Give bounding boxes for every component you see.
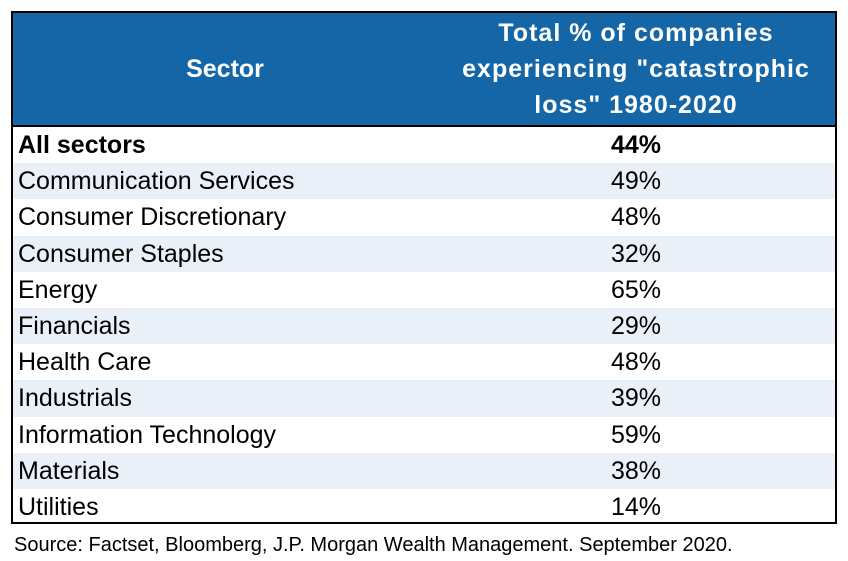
- percent-cell: 32%: [610, 239, 662, 268]
- sector-cell: Financials: [18, 311, 131, 340]
- table-header: Sector Total % of companies experiencing…: [13, 13, 835, 127]
- sector-cell: Energy: [18, 275, 98, 304]
- percent-cell: 48%: [610, 348, 662, 377]
- sector-cell: Materials: [18, 456, 120, 485]
- sector-cell: Health Care: [18, 348, 152, 377]
- table-row: Utilities 14%: [13, 489, 835, 525]
- source-note: Source: Factset, Bloomberg, J.P. Morgan …: [14, 534, 733, 556]
- table-row: Information Technology 59%: [13, 417, 835, 453]
- table-row: Health Care 48%: [13, 344, 835, 380]
- sector-loss-table: Sector Total % of companies experiencing…: [11, 11, 837, 524]
- table-row: Industrials 39%: [13, 380, 835, 417]
- table-row: Consumer Staples 32%: [13, 235, 835, 272]
- table-row: Communication Services 49%: [13, 163, 835, 200]
- percent-cell: 65%: [610, 275, 662, 304]
- table-row: Energy 65%: [13, 272, 835, 308]
- header-value: Total % of companies experiencing "catas…: [437, 13, 835, 125]
- percent-cell: 44%: [610, 131, 662, 159]
- table-row: Materials 38%: [13, 452, 835, 489]
- percent-cell: 59%: [610, 420, 662, 449]
- percent-cell: 49%: [610, 167, 662, 196]
- table-row: Financials 29%: [13, 307, 835, 345]
- sector-cell: Consumer Discretionary: [18, 203, 287, 232]
- header-value-line-2: experiencing "catastrophic: [462, 55, 810, 83]
- percent-cell: 48%: [610, 203, 662, 232]
- percent-cell: 14%: [610, 492, 662, 521]
- sector-cell: All sectors: [18, 131, 146, 159]
- table-body: All sectors 44% Communication Services 49% C…: [13, 127, 835, 525]
- sector-cell: Communication Services: [18, 167, 295, 196]
- table-row-total: All sectors 44%: [13, 127, 835, 163]
- header-value-line-3: loss" 1980-2020: [534, 91, 738, 119]
- sector-cell: Industrials: [18, 384, 132, 413]
- header-sector: Sector: [186, 55, 264, 83]
- table-row: Consumer Discretionary 48%: [13, 199, 835, 235]
- percent-cell: 38%: [610, 456, 662, 485]
- sector-cell: Consumer Staples: [18, 239, 224, 268]
- sector-cell: Information Technology: [18, 420, 277, 449]
- header-value-line-1: Total % of companies: [498, 19, 774, 47]
- percent-cell: 29%: [610, 311, 662, 340]
- sector-cell: Utilities: [18, 492, 99, 521]
- percent-cell: 39%: [610, 384, 662, 413]
